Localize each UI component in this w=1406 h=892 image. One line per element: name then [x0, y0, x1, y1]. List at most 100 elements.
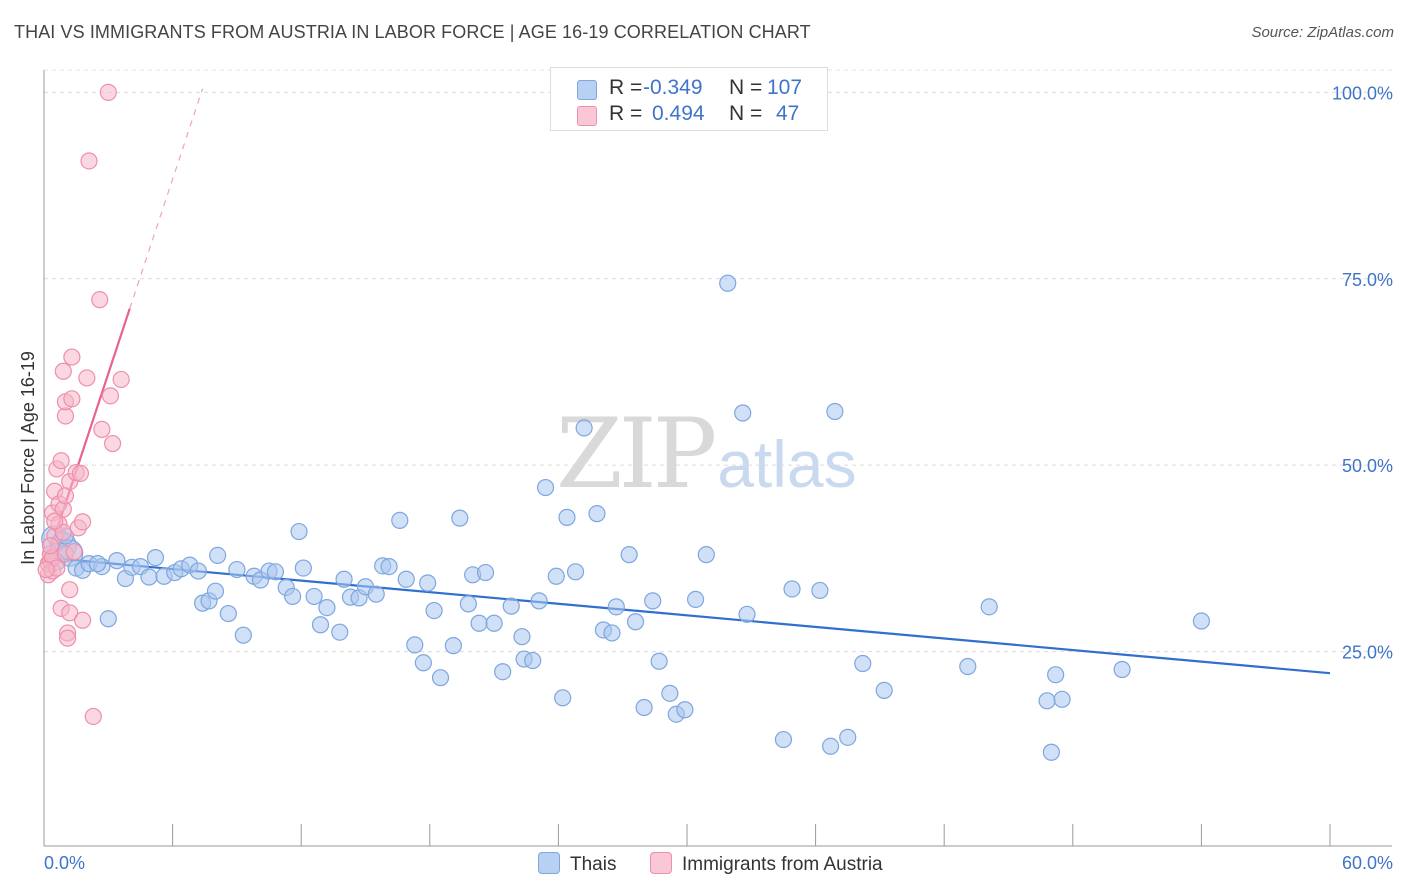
thais-point — [626, 613, 645, 631]
austria-point — [58, 629, 77, 647]
thais-point — [738, 605, 756, 623]
legend-item-austria[interactable]: Immigrants from Austria — [650, 852, 883, 876]
austria-point — [73, 513, 92, 531]
thais-point — [1113, 660, 1131, 679]
thais-point — [318, 598, 336, 617]
austria-trend-extension — [129, 88, 204, 309]
r-value-thais: -0.349 — [643, 76, 703, 99]
thais-point — [1042, 743, 1060, 761]
thais-point — [502, 597, 520, 615]
thais-point — [524, 651, 542, 670]
thais-point — [980, 598, 998, 616]
thais-point — [676, 701, 694, 719]
thais-point — [530, 592, 548, 610]
austria-point — [65, 543, 83, 561]
thais-point — [414, 654, 432, 672]
thais-point — [406, 636, 424, 654]
thais-point — [219, 604, 237, 623]
thais-point — [485, 614, 503, 632]
thais-point — [146, 549, 165, 567]
thais-point — [88, 555, 107, 573]
r-value-austria: 0.494 — [652, 102, 705, 125]
thais-point — [826, 402, 844, 421]
thais-point — [839, 728, 857, 746]
thais-point — [470, 614, 488, 632]
thais-point — [1053, 690, 1071, 708]
thais-point — [380, 557, 398, 576]
austria-point — [103, 434, 122, 453]
y-tick-label: 50.0% — [1342, 456, 1393, 476]
austria-point — [112, 370, 130, 389]
austria-point — [37, 560, 55, 579]
austria-point — [78, 369, 96, 387]
thais-point — [140, 568, 158, 586]
x-tick-label: 0.0% — [44, 853, 85, 873]
thais-legend-swatch — [538, 852, 560, 874]
thais-point — [620, 546, 638, 564]
thais-point — [650, 652, 668, 670]
thais-point — [266, 563, 285, 581]
thais-point — [431, 669, 450, 687]
y-axis-label: In Labor Force | Age 16-19 — [18, 351, 38, 565]
thais-point — [305, 587, 323, 606]
n-value-thais: 107 — [767, 76, 803, 99]
thais-point — [108, 552, 126, 570]
thais-point — [959, 657, 977, 676]
thais-point — [189, 562, 207, 580]
austria-point — [101, 387, 120, 405]
r-label: R = — [609, 76, 643, 99]
thais-point — [1192, 612, 1211, 630]
legend-row-austria: R = 0.494 N = 47 — [551, 102, 827, 128]
thais-point — [607, 598, 625, 616]
y-tick-label: 75.0% — [1342, 270, 1393, 290]
thais-point — [774, 730, 793, 749]
austria-point — [41, 537, 60, 555]
austria-point — [63, 390, 81, 408]
thais-point — [661, 684, 679, 702]
austria-point — [46, 512, 64, 530]
thais-point — [391, 511, 409, 529]
chart-title: THAI VS IMMIGRANTS FROM AUSTRIA IN LABOR… — [14, 22, 811, 42]
gridlines — [44, 69, 1392, 653]
thais-point — [228, 560, 246, 579]
austria-swatch — [577, 106, 597, 126]
thais-point — [459, 595, 477, 613]
thais-point — [367, 585, 385, 603]
thais-point — [335, 570, 353, 588]
thais-point — [99, 610, 117, 628]
austria-point — [54, 362, 72, 380]
thais-point — [875, 681, 893, 699]
thais-point — [734, 404, 752, 422]
thais-point — [536, 478, 555, 497]
austria-legend-label: Immigrants from Austria — [682, 854, 883, 875]
austria-point — [93, 420, 111, 438]
thais-point — [476, 563, 495, 582]
austria-point — [63, 348, 81, 366]
thais-point — [331, 623, 349, 641]
austria-point — [91, 291, 109, 309]
thais-point — [686, 590, 705, 608]
thais-point — [311, 616, 330, 634]
thais-point — [783, 580, 801, 598]
legend-item-thais[interactable]: Thais — [538, 852, 616, 876]
y-tick-label: 100.0% — [1332, 83, 1393, 103]
r-label: R = — [609, 102, 643, 125]
austria-point — [61, 581, 79, 599]
thais-point — [294, 559, 312, 577]
thais-point — [719, 274, 737, 292]
n-label: N = — [729, 76, 763, 99]
thais-point — [209, 546, 227, 565]
thais-point — [397, 570, 415, 588]
thais-point — [494, 663, 512, 681]
thais-point — [290, 522, 308, 541]
austria-point — [61, 604, 79, 622]
thais-swatch — [577, 80, 597, 100]
thais-point — [635, 698, 653, 717]
thais-point — [425, 601, 443, 620]
thais-point — [697, 546, 715, 564]
source-label: Source: ZipAtlas.com — [1251, 24, 1394, 41]
austria-point — [73, 611, 92, 629]
thais-point — [284, 587, 302, 606]
thais-point — [822, 737, 840, 755]
